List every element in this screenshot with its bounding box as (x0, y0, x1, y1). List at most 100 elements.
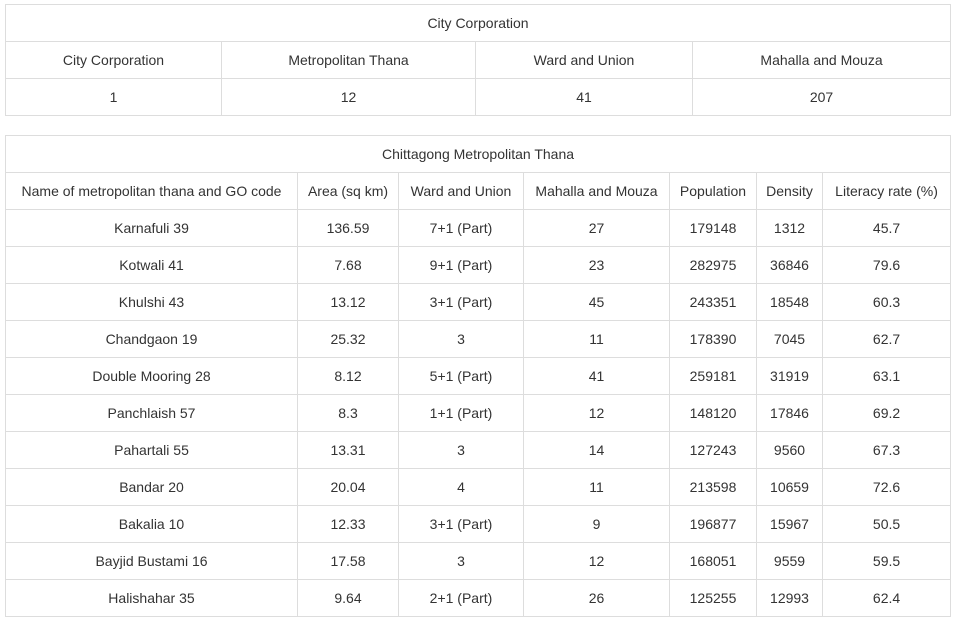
table-cell: Karnafuli 39 (5, 209, 298, 247)
table-cell: 12993 (756, 579, 823, 617)
table-cell: 213598 (669, 468, 757, 506)
table-cell: 26 (523, 579, 670, 617)
table-cell: Kotwali 41 (5, 246, 298, 284)
table-cell: Bakalia 10 (5, 505, 298, 543)
table-cell: 18548 (756, 283, 823, 321)
table-cell: 7045 (756, 320, 823, 358)
table-cell: 1+1 (Part) (398, 394, 524, 432)
table-cell: 63.1 (821, 357, 952, 395)
table-cell: Bandar 20 (5, 468, 298, 506)
table-cell: 7+1 (Part) (398, 209, 524, 247)
table-cell: 282975 (669, 246, 757, 284)
table-cell: 13.31 (297, 431, 399, 469)
table-cell: 2+1 (Part) (398, 579, 524, 617)
table-cell: 14 (523, 431, 670, 469)
table-cell: Double Mooring 28 (5, 357, 298, 395)
table-cell: 196877 (669, 505, 757, 543)
table-row: Chandgaon 19 25.32 3 11 178390 7045 62.7 (5, 320, 952, 358)
table-cell: 9+1 (Part) (398, 246, 524, 284)
column-header: Area (sq km) (297, 172, 399, 210)
table-cell: 36846 (756, 246, 823, 284)
table-cell: Chandgaon 19 (5, 320, 298, 358)
table-cell: 148120 (669, 394, 757, 432)
table-cell: 41 (523, 357, 670, 395)
table-cell: 12.33 (297, 505, 399, 543)
table-cell: 41 (475, 78, 693, 116)
table-header-row: Name of metropolitan thana and GO code A… (5, 172, 952, 210)
table-cell: 67.3 (821, 431, 952, 469)
table-cell: 243351 (669, 283, 757, 321)
table-cell: 60.3 (821, 283, 952, 321)
table-cell: 79.6 (821, 246, 952, 284)
table-cell: 136.59 (297, 209, 399, 247)
table-caption: City Corporation (4, 4, 952, 42)
table-cell: 7.68 (297, 246, 399, 284)
table-cell: 9.64 (297, 579, 399, 617)
metropolitan-thana-table: Chittagong Metropolitan Thana Name of me… (4, 135, 952, 617)
table-cell: 45.7 (821, 209, 952, 247)
table-cell: Khulshi 43 (5, 283, 298, 321)
table-row: Panchlaish 57 8.3 1+1 (Part) 12 148120 17846 6… (5, 394, 952, 432)
table-cell: 59.5 (821, 542, 952, 580)
table-row: Bayjid Bustami 16 17.58 3 12 168051 9559 59.5 (5, 542, 952, 580)
table-cell: 178390 (669, 320, 757, 358)
table-cell: 72.6 (821, 468, 952, 506)
table-cell: 3 (398, 431, 524, 469)
table-cell: 8.12 (297, 357, 399, 395)
table-cell: 4 (398, 468, 524, 506)
table-cell: 125255 (669, 579, 757, 617)
table-caption-row: City Corporation (4, 4, 952, 42)
table-cell: 12 (523, 542, 670, 580)
table-cell: 27 (523, 209, 670, 247)
column-header: Ward and Union (398, 172, 524, 210)
table-row: Kotwali 41 7.68 9+1 (Part) 23 282975 36846 79.… (5, 246, 952, 284)
table-cell: 11 (523, 468, 670, 506)
table-cell: 50.5 (821, 505, 952, 543)
column-header: Metropolitan Thana (221, 41, 476, 79)
table-cell: 179148 (669, 209, 757, 247)
table-row: Halishahar 35 9.64 2+1 (Part) 26 125255 12993… (5, 579, 952, 617)
table-cell: 9560 (756, 431, 823, 469)
table-cell: 9 (523, 505, 670, 543)
table-row: Karnafuli 39 136.59 7+1 (Part) 27 179148 1312… (5, 209, 952, 247)
table-cell: 8.3 (297, 394, 399, 432)
table-cell: 12 (221, 78, 476, 116)
table-cell: 15967 (756, 505, 823, 543)
table-caption-row: Chittagong Metropolitan Thana (4, 135, 952, 173)
table-cell: 25.32 (297, 320, 399, 358)
table-cell: 5+1 (Part) (398, 357, 524, 395)
table-cell: Pahartali 55 (5, 431, 298, 469)
table-cell: 62.4 (821, 579, 952, 617)
table-cell: 10659 (756, 468, 823, 506)
table-cell: 3 (398, 320, 524, 358)
table-cell: 11 (523, 320, 670, 358)
column-header: City Corporation (5, 41, 222, 79)
column-header: Mahalla and Mouza (523, 172, 670, 210)
table-row: Double Mooring 28 8.12 5+1 (Part) 41 259181 3… (5, 357, 952, 395)
table-cell: 62.7 (821, 320, 952, 358)
table-cell: 20.04 (297, 468, 399, 506)
table-cell: 69.2 (821, 394, 952, 432)
table-cell: Panchlaish 57 (5, 394, 298, 432)
column-header: Population (669, 172, 757, 210)
city-corporation-table: City Corporation City Corporation Metrop… (4, 4, 952, 116)
column-header: Literacy rate (%) (821, 172, 952, 210)
table-row: Pahartali 55 13.31 3 14 127243 9560 67.3 (5, 431, 952, 469)
table-cell: 31919 (756, 357, 823, 395)
table-header-row: City Corporation Metropolitan Thana Ward… (5, 41, 952, 79)
table-cell: 1 (5, 78, 222, 116)
table-row: Bandar 20 20.04 4 11 213598 10659 72.6 (5, 468, 952, 506)
column-header: Density (756, 172, 823, 210)
table-cell: Bayjid Bustami 16 (5, 542, 298, 580)
table-row: Khulshi 43 13.12 3+1 (Part) 45 243351 18548 60… (5, 283, 952, 321)
column-header: Ward and Union (475, 41, 693, 79)
table-cell: 12 (523, 394, 670, 432)
table-cell: 17.58 (297, 542, 399, 580)
table-caption: Chittagong Metropolitan Thana (4, 135, 952, 173)
table-cell: 3 (398, 542, 524, 580)
table-cell: 17846 (756, 394, 823, 432)
table-cell: 259181 (669, 357, 757, 395)
table-row: Bakalia 10 12.33 3+1 (Part) 9 196877 15967 50.… (5, 505, 952, 543)
table-cell: Halishahar 35 (5, 579, 298, 617)
table-cell: 168051 (669, 542, 757, 580)
